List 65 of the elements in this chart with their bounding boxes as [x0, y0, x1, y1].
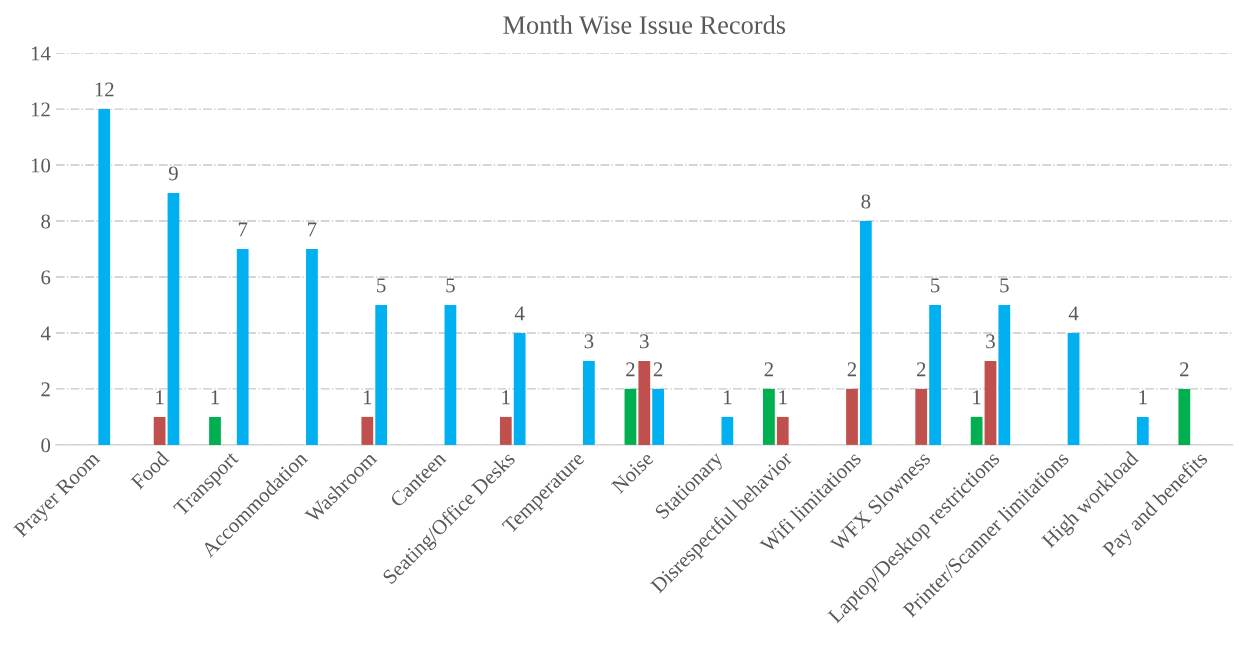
bar: [915, 388, 928, 445]
bar: [98, 109, 111, 445]
data-label: 3: [640, 334, 649, 349]
bar: [1067, 332, 1080, 445]
y-tick-label: 14: [31, 46, 51, 61]
bar: [499, 416, 512, 445]
data-label: 5: [446, 278, 455, 293]
bar: [929, 304, 941, 445]
bar: [970, 416, 983, 445]
data-label: 1: [502, 390, 510, 405]
data-label: 2: [916, 362, 926, 377]
data-label: 5: [1000, 278, 1009, 293]
bar: [513, 332, 526, 445]
y-tick-label: 6: [41, 270, 51, 285]
chart-title: Month Wise Issue Records: [503, 15, 786, 35]
data-label: 8: [861, 194, 871, 209]
y-tick-label: 10: [31, 158, 51, 173]
data-label: 5: [377, 278, 386, 293]
data-label: 1: [156, 390, 164, 405]
bar: [998, 304, 1011, 445]
bar: [375, 304, 388, 445]
data-label: 2: [764, 362, 773, 377]
data-label: 12: [95, 82, 114, 97]
data-label: 2: [847, 362, 857, 377]
bar: [763, 388, 775, 445]
data-label: 1: [723, 390, 732, 405]
data-label: 5: [931, 278, 940, 293]
data-label: 2: [1180, 362, 1189, 377]
bar: [1136, 416, 1149, 445]
bar: [306, 249, 318, 445]
bar: [652, 388, 665, 445]
data-label: 2: [653, 362, 663, 377]
data-label: 1: [1139, 390, 1147, 405]
data-label: 3: [986, 334, 995, 349]
data-label: 9: [168, 166, 178, 181]
y-tick-label: 0: [41, 438, 51, 453]
bar: [444, 304, 457, 445]
bar: [583, 360, 595, 445]
bar: [624, 388, 637, 445]
data-label: 1: [973, 390, 981, 405]
y-tick-label: 8: [41, 214, 51, 229]
bar: [153, 416, 166, 445]
data-label: 1: [211, 390, 219, 405]
data-label: 4: [1068, 306, 1079, 321]
data-label: 4: [514, 306, 525, 321]
bar: [209, 416, 221, 445]
data-label: 7: [238, 222, 248, 237]
bar: [984, 360, 997, 445]
bar: [776, 416, 789, 445]
y-tick-label: 12: [31, 102, 50, 117]
data-label: 1: [363, 390, 372, 405]
bar: [361, 416, 374, 445]
data-label: 1: [779, 390, 787, 405]
bar: [236, 249, 249, 445]
data-label: 7: [308, 222, 317, 237]
y-tick-label: 2: [41, 382, 50, 397]
y-tick-label: 4: [40, 326, 51, 341]
bar: [859, 221, 872, 445]
data-label: 2: [626, 362, 635, 377]
bar: [638, 360, 651, 445]
bar: [167, 193, 180, 445]
bar: [1178, 388, 1191, 445]
bar: [846, 388, 858, 445]
data-label: 3: [584, 334, 594, 349]
bar: [721, 416, 734, 445]
